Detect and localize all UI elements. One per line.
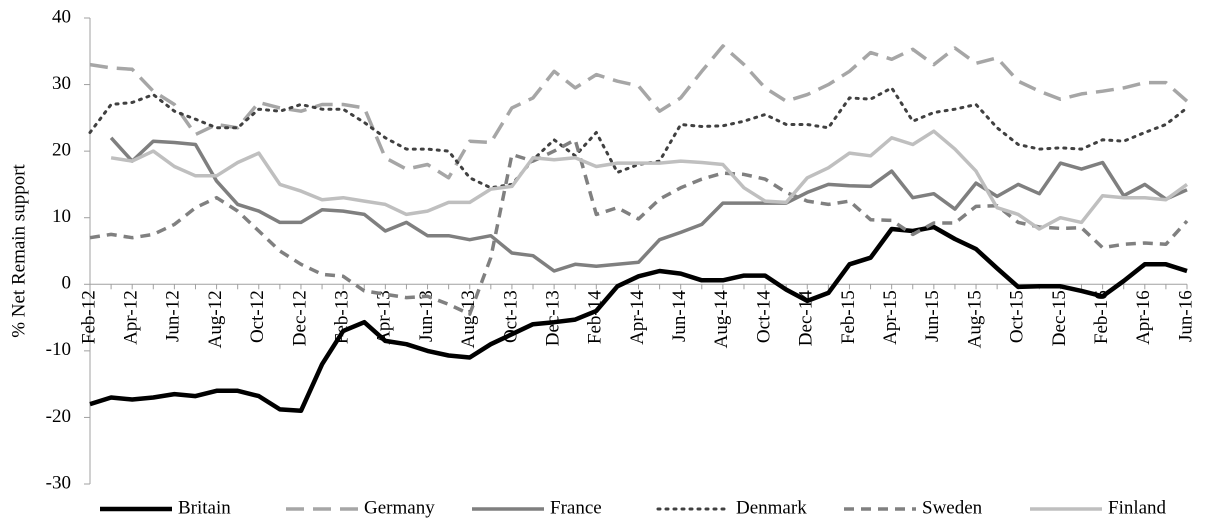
x-tick-label: Aug-13 <box>458 290 479 348</box>
y-tick-label: 0 <box>62 273 72 294</box>
series-line <box>89 224 1188 414</box>
series-line <box>110 129 1189 231</box>
x-tick-label: Feb-15 <box>838 290 859 344</box>
x-tick-label: Oct-12 <box>247 290 268 343</box>
series-line <box>88 86 1189 190</box>
x-tick-label: Jun-13 <box>416 290 437 342</box>
x-tick-label: Jun-15 <box>922 290 943 342</box>
legend-label: Finland <box>1108 497 1167 518</box>
x-tick-label: Apr-14 <box>627 290 648 345</box>
y-tick-label: 20 <box>52 140 71 161</box>
x-tick-label: Dec-15 <box>1049 290 1070 346</box>
x-tick-label: Oct-14 <box>753 290 774 343</box>
legend-label: Britain <box>178 497 231 518</box>
legend-label: France <box>550 497 602 518</box>
y-tick-label: 30 <box>52 73 71 94</box>
series-line <box>89 44 1189 180</box>
x-tick-label: Apr-16 <box>1133 290 1154 345</box>
legend-label: Germany <box>364 497 435 518</box>
series-line <box>109 136 1188 273</box>
y-tick-label: -20 <box>46 406 71 427</box>
x-tick-label: Jun-16 <box>1175 290 1196 342</box>
y-tick-label: 10 <box>52 206 71 227</box>
x-tick-label: Dec-14 <box>796 290 817 346</box>
x-tick-label: Dec-12 <box>289 290 310 346</box>
y-tick-label: 40 <box>52 6 71 27</box>
x-tick-label: Jun-12 <box>163 290 184 342</box>
x-tick-label: Feb-14 <box>585 290 606 344</box>
y-tick-label: -30 <box>46 472 71 493</box>
x-tick-label: Feb-16 <box>1091 290 1112 344</box>
y-axis-title: % Net Remain support <box>8 163 29 337</box>
x-tick-label: Apr-15 <box>880 290 901 345</box>
x-tick-label: Apr-12 <box>121 290 142 345</box>
legend-label: Denmark <box>736 497 807 518</box>
x-tick-label: Oct-15 <box>1007 290 1028 343</box>
x-tick-label: Feb-12 <box>78 290 99 344</box>
legend-label: Sweden <box>922 497 983 518</box>
x-tick-label: Apr-13 <box>374 290 395 345</box>
x-tick-label: Aug-15 <box>964 290 985 348</box>
y-tick-label: -10 <box>46 339 71 360</box>
x-tick-label: Aug-14 <box>711 290 732 349</box>
x-tick-label: Jun-14 <box>669 290 690 342</box>
x-tick-label: Aug-12 <box>205 290 226 348</box>
x-tick-label: Dec-13 <box>542 290 563 346</box>
